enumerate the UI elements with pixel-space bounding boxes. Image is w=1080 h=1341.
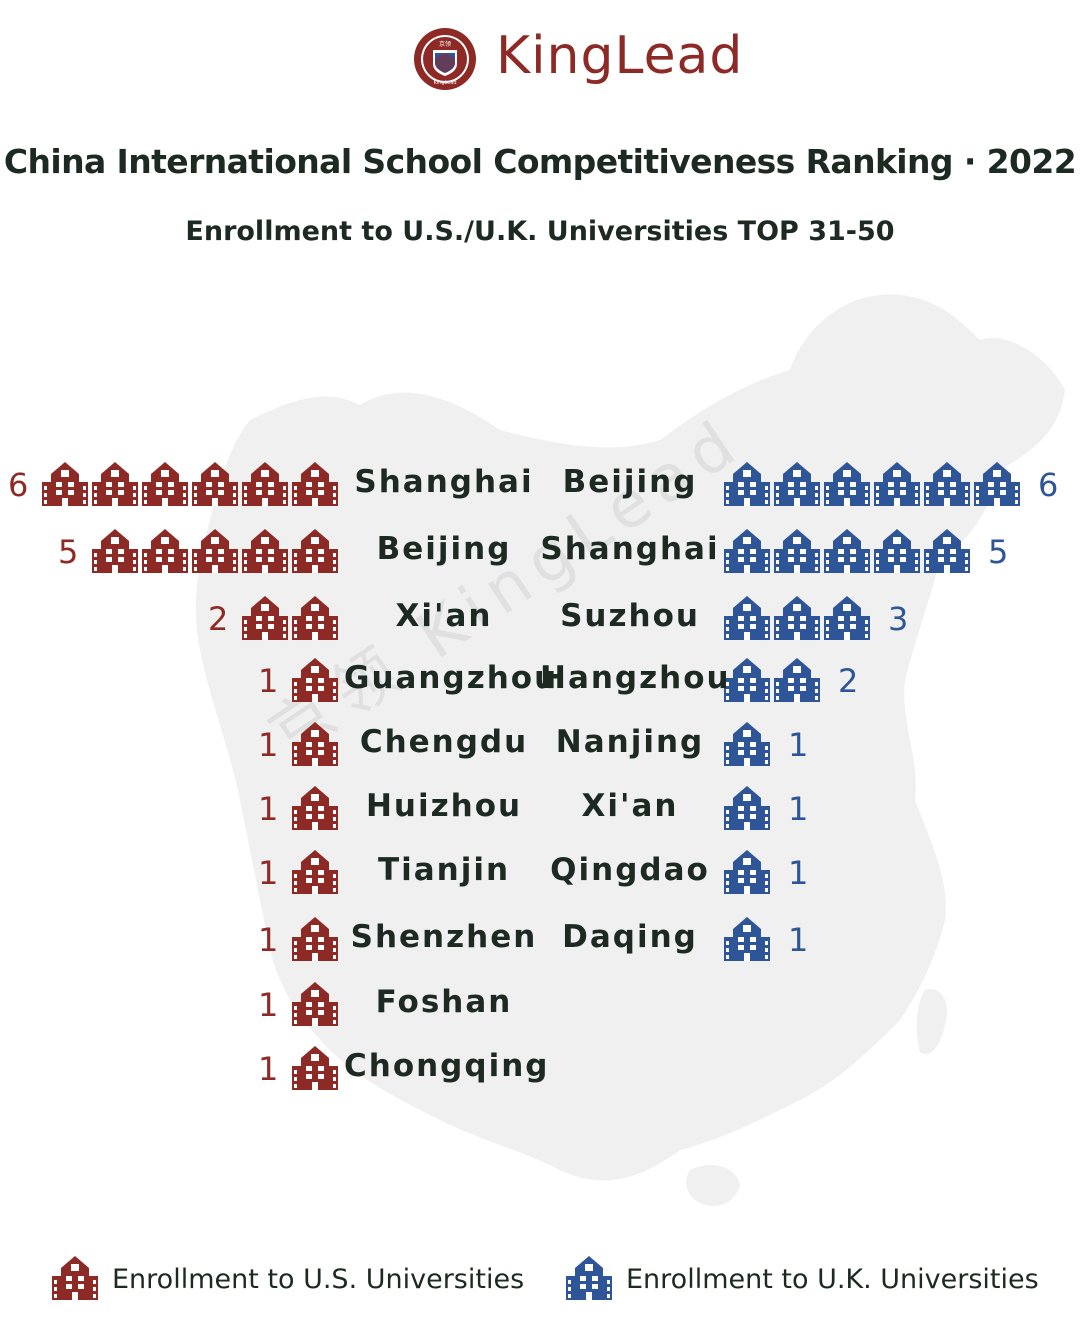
us-school-icon: [292, 460, 338, 508]
us-count-shanghai: 6: [8, 466, 29, 504]
uk-school-icon: [724, 594, 770, 642]
us-school-icon: [242, 460, 288, 508]
us-school-icon: [192, 527, 238, 575]
kinglead-emblem-icon: 京领 KingLead: [414, 28, 476, 90]
us-school-icon: [42, 460, 88, 508]
us-city-shenzhen: Shenzhen: [350, 919, 538, 955]
us-city-chengdu: Chengdu: [359, 724, 529, 760]
us-city-guangzhou: Guangzhou: [344, 660, 559, 696]
brand-name: KingLead: [496, 26, 744, 86]
legend-uk-label: Enrollment to U.K. Universities: [626, 1264, 1039, 1295]
us-school-icon: [92, 460, 138, 508]
uk-school-icon: [824, 594, 870, 642]
us-city-huizhou: Huizhou: [365, 788, 523, 824]
uk-school-icon: [774, 594, 820, 642]
uk-city-shanghai: Shanghai: [540, 531, 720, 567]
us-count-chengdu: 1: [258, 726, 279, 764]
us-school-icon: [292, 980, 338, 1028]
uk-school-icon: [824, 460, 870, 508]
legend-us: Enrollment to U.S. Universities: [52, 1254, 532, 1304]
us-school-icon: [292, 720, 338, 768]
uk-city-qingdao: Qingdao: [550, 852, 710, 888]
uk-school-icon: [824, 527, 870, 575]
school-building-icon-us: [52, 1254, 98, 1302]
uk-city-hangzhou: Hangzhou: [540, 660, 731, 696]
chart-title: China International School Competitivene…: [3, 142, 1077, 181]
us-school-icon: [192, 460, 238, 508]
us-count-foshan: 1: [258, 986, 279, 1024]
uk-school-icon: [924, 460, 970, 508]
us-city-chongqing: Chongqing: [344, 1048, 550, 1084]
uk-city-nanjing: Nanjing: [555, 724, 705, 760]
us-school-icon: [292, 656, 338, 704]
uk-count-qingdao: 1: [788, 854, 809, 892]
us-count-shenzhen: 1: [258, 921, 279, 959]
uk-school-icon: [724, 848, 770, 896]
us-count-beijing: 5: [58, 533, 79, 571]
us-school-icon: [292, 1044, 338, 1092]
us-school-icon: [292, 848, 338, 896]
us-school-icon: [242, 594, 288, 642]
uk-count-hangzhou: 2: [838, 662, 859, 700]
us-count-guangzhou: 1: [258, 662, 279, 700]
us-school-icon: [292, 527, 338, 575]
us-city-xi-an: Xi'an: [395, 598, 493, 634]
uk-count-shanghai: 5: [988, 533, 1009, 571]
kinglead-logo: 京领 KingLead KingLead: [412, 24, 812, 96]
uk-school-icon: [724, 527, 770, 575]
chart-subtitle: Enrollment to U.S./U.K. Universities TOP…: [185, 216, 895, 247]
uk-city-suzhou: Suzhou: [560, 598, 700, 634]
uk-school-icon: [774, 460, 820, 508]
us-count-tianjin: 1: [258, 854, 279, 892]
us-school-icon: [142, 460, 188, 508]
uk-city-xi-an: Xi'an: [581, 788, 679, 824]
us-city-tianjin: Tianjin: [377, 852, 511, 888]
uk-school-icon: [774, 527, 820, 575]
legend-uk: Enrollment to U.K. Universities: [566, 1254, 1056, 1304]
uk-count-beijing: 6: [1038, 466, 1059, 504]
uk-school-icon: [724, 915, 770, 963]
school-building-icon-uk: [566, 1254, 612, 1302]
us-city-beijing: Beijing: [376, 531, 512, 567]
us-count-chongqing: 1: [258, 1050, 279, 1088]
us-city-foshan: Foshan: [375, 984, 513, 1020]
us-school-icon: [142, 527, 188, 575]
us-count-huizhou: 1: [258, 790, 279, 828]
uk-city-beijing: Beijing: [562, 464, 698, 500]
emblem-bottom-text: KingLead: [433, 80, 456, 86]
uk-school-icon: [774, 656, 820, 704]
uk-school-icon: [724, 720, 770, 768]
uk-city-daqing: Daqing: [562, 919, 698, 955]
us-school-icon: [292, 915, 338, 963]
us-school-icon: [292, 784, 338, 832]
us-count-xi-an: 2: [208, 600, 229, 638]
uk-count-suzhou: 3: [888, 600, 909, 638]
uk-school-icon: [924, 527, 970, 575]
uk-school-icon: [724, 656, 770, 704]
uk-school-icon: [874, 527, 920, 575]
uk-count-daqing: 1: [788, 921, 809, 959]
uk-count-nanjing: 1: [788, 726, 809, 764]
us-school-icon: [242, 527, 288, 575]
us-city-shanghai: Shanghai: [354, 464, 534, 500]
uk-school-icon: [974, 460, 1020, 508]
us-school-icon: [292, 594, 338, 642]
uk-school-icon: [724, 460, 770, 508]
emblem-top-text: 京领: [439, 40, 451, 48]
us-school-icon: [92, 527, 138, 575]
legend-us-label: Enrollment to U.S. Universities: [112, 1264, 525, 1295]
uk-school-icon: [874, 460, 920, 508]
uk-school-icon: [724, 784, 770, 832]
uk-count-xi-an: 1: [788, 790, 809, 828]
